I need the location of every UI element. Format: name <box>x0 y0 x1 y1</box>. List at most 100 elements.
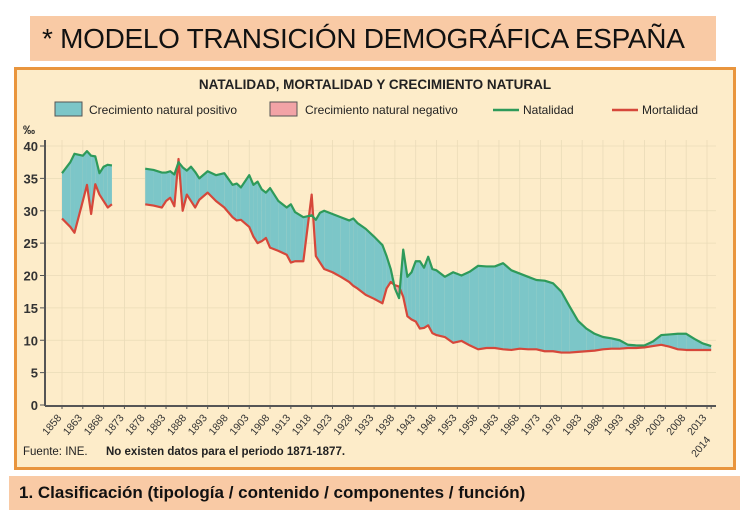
positive-growth-area <box>503 263 512 350</box>
x-tick-label: 1988 <box>581 412 605 438</box>
x-tick-label: 1953 <box>435 412 459 438</box>
positive-growth-area <box>261 189 266 242</box>
x-tick-label: 1873 <box>103 412 127 438</box>
positive-growth-area <box>594 333 603 351</box>
positive-growth-area <box>611 338 620 349</box>
natalidad-line <box>61 150 113 175</box>
x-tick-label: 1928 <box>331 412 355 438</box>
positive-growth-area <box>544 280 554 352</box>
positive-growth-area <box>215 173 225 208</box>
y-ticks: 0 5 10 15 20 25 30 35 40 <box>24 139 45 413</box>
positive-growth-area <box>166 171 171 202</box>
x-tick-label: 1863 <box>61 412 85 438</box>
x-tick-label: 2003 <box>643 412 667 438</box>
positive-growth-area <box>528 276 537 350</box>
positive-growth-area <box>419 261 425 329</box>
positive-growth-area <box>436 270 445 338</box>
legend-swatch-positive <box>54 101 83 117</box>
x-tick-label: 1908 <box>248 412 272 438</box>
x-tick-label: 1983 <box>560 412 584 438</box>
positive-growth-area <box>278 201 287 255</box>
x-tick-label: 1973 <box>519 412 543 438</box>
y-tick-label: 10 <box>24 333 38 348</box>
positive-growth-area <box>511 270 520 350</box>
positive-growth-area <box>677 333 687 350</box>
positive-growth-area <box>70 153 75 233</box>
legend-label-positive: Crecimiento natural positivo <box>89 103 237 117</box>
positive-growth-area <box>253 181 258 244</box>
x-tick-label: 2008 <box>664 412 688 438</box>
positive-growth-area <box>694 338 703 350</box>
mortalidad-line <box>61 183 113 234</box>
x-tick-label: 1943 <box>394 412 418 438</box>
positive-growth-area <box>295 212 304 262</box>
positive-growth-area <box>407 272 412 320</box>
legend-item-positive: Crecimiento natural positivo <box>54 101 237 117</box>
positive-growth-area <box>578 320 587 352</box>
x-tick-label: 1938 <box>373 412 397 438</box>
source-note: Fuente: INE. <box>23 446 88 458</box>
y-tick-label: 5 <box>31 366 38 381</box>
x-tick-label: 1858 <box>40 412 64 438</box>
natalidad-line <box>145 161 712 348</box>
positive-growth-area <box>432 269 437 336</box>
positive-growth-area <box>195 171 200 208</box>
positive-growth-area <box>669 333 678 350</box>
x-tick-label: 1978 <box>539 412 563 438</box>
x-tick-label: 1933 <box>352 412 376 438</box>
positive-growth-area <box>349 218 354 286</box>
positive-growth-area <box>99 166 104 202</box>
positive-growth-area <box>315 212 320 263</box>
legend-label-mortalidad: Mortalidad <box>642 103 698 117</box>
x-tick-label: 1958 <box>456 412 480 438</box>
positive-growth-area <box>86 151 92 214</box>
positive-growth-area <box>199 171 208 200</box>
positive-growth-area <box>536 280 545 352</box>
positive-growth-area <box>374 236 383 304</box>
legend-label-natalidad: Natalidad <box>523 103 574 117</box>
positive-growth-area <box>224 173 233 218</box>
positive-growth-area <box>357 223 366 295</box>
positive-growth-area <box>365 228 375 299</box>
y-tick-label: 30 <box>24 204 38 219</box>
positive-growth-area <box>236 183 241 221</box>
positive-growth-area <box>486 266 495 349</box>
area-layer <box>62 151 712 353</box>
y-tick-label: 0 <box>31 398 38 413</box>
positive-growth-area <box>494 263 504 350</box>
positive-growth-area <box>444 272 454 343</box>
legend-item-mortalidad: Mortalidad <box>612 103 698 117</box>
axes <box>44 140 716 407</box>
positive-growth-area <box>553 283 562 353</box>
x-tick-label: 1923 <box>311 412 335 438</box>
bottom-bar: 1. Clasificación (tipología / contenido … <box>9 476 740 510</box>
x-tick-label: 1963 <box>477 412 501 438</box>
positive-growth-area <box>428 256 433 334</box>
positive-growth-area <box>290 204 296 263</box>
positive-growth-area <box>353 218 358 289</box>
positive-growth-area <box>415 261 420 329</box>
positive-growth-area <box>461 271 470 346</box>
positive-growth-area <box>249 175 254 237</box>
chart-title: NATALIDAD, MORTALIDAD Y CRECIMIENTO NATU… <box>199 77 551 92</box>
positive-growth-area <box>586 328 595 352</box>
positive-growth-area <box>453 272 462 343</box>
legend-item-negative: Crecimiento natural negativo <box>269 101 458 117</box>
positive-growth-area <box>561 291 570 353</box>
positive-growth-area <box>182 167 187 211</box>
x-tick-label: 1998 <box>623 412 647 438</box>
positive-growth-area <box>270 188 279 251</box>
x-tick-label: 2014 <box>689 434 713 460</box>
y-tick-label: 20 <box>24 269 38 284</box>
positive-growth-area <box>286 204 291 263</box>
x-tick-label: 1898 <box>207 412 231 438</box>
positive-growth-area <box>232 183 237 221</box>
x-tick-label: 1913 <box>269 412 293 438</box>
legend-item-natalidad: Natalidad <box>493 103 574 117</box>
positive-growth-area <box>340 217 350 282</box>
legend-label-negative: Crecimiento natural negativo <box>305 103 458 117</box>
positive-growth-area <box>103 164 108 208</box>
y-tick-label: 40 <box>24 139 38 154</box>
x-tick-label: 1993 <box>602 412 626 438</box>
x-tick-label: 1888 <box>165 412 189 438</box>
